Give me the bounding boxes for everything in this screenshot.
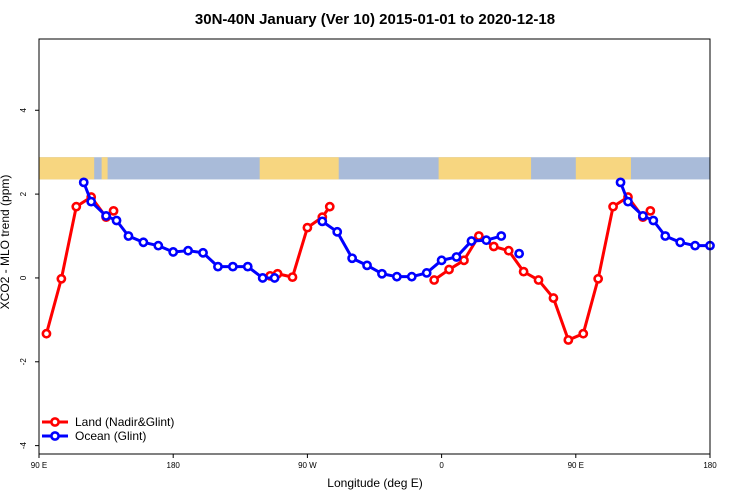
data-point: [466, 236, 477, 246]
data-point: [514, 248, 525, 259]
data-point: [648, 215, 659, 226]
data-point: [138, 237, 149, 248]
data-point: [496, 231, 507, 241]
data-point: [269, 273, 280, 283]
data-point: [451, 252, 462, 262]
map-strip-land-band: [575, 157, 631, 180]
data-point: [108, 205, 119, 216]
y-tick-label: -4: [19, 442, 28, 450]
data-point: [548, 293, 559, 303]
legend-marker: [50, 417, 60, 427]
data-point: [86, 196, 97, 207]
data-point: [421, 268, 432, 278]
series-ocean: [78, 177, 715, 283]
data-point: [608, 201, 618, 212]
data-point: [436, 255, 447, 266]
chart-title: 30N-40N January (Ver 10) 2015-01-01 to 2…: [195, 11, 555, 28]
map-strip-land-band: [39, 157, 95, 180]
map-strip-land-band: [259, 157, 339, 180]
data-point: [518, 266, 529, 277]
data-point: [183, 245, 194, 256]
legend-marker: [50, 431, 60, 441]
data-point: [198, 247, 208, 258]
x-axis: 90 E 180 90 W 0 90 E 180: [31, 454, 717, 470]
x-tick-label: 0: [439, 461, 444, 470]
data-point: [123, 231, 134, 241]
series-line: [321, 220, 502, 279]
data-point: [56, 273, 67, 284]
y-axis-label: XCO2 - MLO trend (ppm): [0, 175, 12, 310]
data-point: [324, 201, 335, 212]
data-point: [444, 264, 454, 275]
data-point: [377, 268, 387, 279]
map-strip-ocean: [39, 157, 710, 180]
x-tick-label: 90 E: [31, 461, 47, 470]
data-point: [78, 177, 89, 188]
data-point: [533, 275, 544, 285]
y-axis: -4 -2 0 2 4: [19, 107, 39, 449]
data-point: [406, 271, 417, 282]
data-point: [257, 273, 268, 283]
data-point: [41, 328, 52, 339]
data-point: [593, 273, 604, 284]
data-point: [488, 241, 499, 252]
data-point: [563, 335, 574, 345]
series-line: [433, 195, 652, 342]
data-point: [473, 231, 484, 241]
x-tick-label: 180: [703, 461, 717, 470]
data-point: [302, 222, 313, 233]
map-strip-land-band: [438, 157, 532, 180]
data-point: [213, 261, 223, 272]
data-point: [638, 210, 648, 221]
legend: Land (Nadir&Glint)Ocean (Glint): [42, 415, 174, 443]
data-point: [362, 260, 372, 271]
data-point: [690, 240, 700, 251]
plot-frame: [38, 38, 711, 455]
x-tick-label: 90 E: [568, 461, 584, 470]
y-tick-label: -2: [19, 358, 28, 366]
data-point: [675, 237, 686, 248]
data-point: [242, 261, 253, 272]
y-tick-label: 4: [19, 107, 28, 112]
data-point: [615, 177, 626, 188]
data-point: [459, 255, 469, 266]
data-point: [481, 235, 492, 246]
data-point: [71, 201, 82, 212]
data-point: [503, 245, 514, 256]
legend-label: Land (Nadir&Glint): [75, 415, 174, 429]
y-tick-label: 2: [19, 191, 28, 196]
y-tick-label: 0: [19, 275, 28, 280]
series-layer: [41, 177, 715, 345]
map-strip-land-band: [101, 157, 108, 180]
data-point: [429, 275, 440, 285]
data-point: [101, 210, 111, 221]
data-point: [347, 253, 358, 264]
map-strip-land: [39, 157, 631, 180]
data-point: [332, 226, 343, 237]
x-axis-label: Longitude (deg E): [327, 476, 422, 490]
x-tick-label: 180: [167, 461, 181, 470]
data-point: [168, 247, 179, 257]
data-point: [317, 216, 328, 227]
legend-label: Ocean (Glint): [75, 429, 146, 443]
data-point: [645, 205, 656, 216]
data-point: [623, 196, 633, 207]
data-point: [227, 261, 238, 272]
data-point: [391, 271, 402, 282]
data-point: [578, 328, 589, 339]
data-point: [660, 231, 671, 241]
series-land: [41, 192, 656, 345]
data-point: [287, 272, 298, 283]
data-point: [153, 240, 164, 251]
data-point: [111, 215, 122, 226]
x-tick-label: 90 W: [298, 461, 317, 470]
map-strip: [39, 157, 710, 180]
